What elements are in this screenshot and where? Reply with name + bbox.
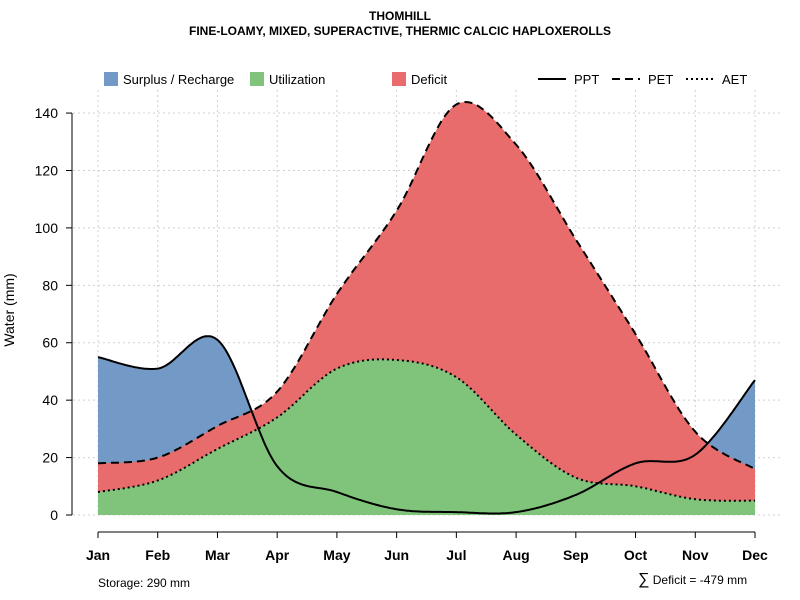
x-tick-label: Jun [384, 547, 409, 563]
x-tick-label: Apr [265, 547, 290, 563]
legend-label: AET [722, 72, 747, 87]
x-tick-label: Oct [624, 547, 648, 563]
legend-label: Surplus / Recharge [123, 72, 234, 87]
x-tick-label: Mar [205, 547, 230, 563]
legend: Surplus / Recharge Utilization Deficit PPT P… [104, 72, 747, 87]
chart-subtitle: FINE-LOAMY, MIXED, SUPERACTIVE, THERMIC … [188, 24, 611, 38]
y-tick-label: 140 [35, 105, 59, 121]
y-tick-label: 80 [42, 277, 58, 293]
legend-label: PET [648, 72, 673, 87]
x-tick-label: Sep [563, 547, 589, 563]
y-tick-label: 60 [42, 335, 58, 351]
x-tick-label: Aug [502, 547, 529, 563]
y-tick-label: 0 [50, 507, 58, 523]
x-tick-label: Dec [742, 547, 768, 563]
x-tick-label: May [323, 547, 350, 563]
series-line-pet [98, 100, 756, 470]
storage-note: Storage: 290 mm [98, 576, 191, 590]
series-line-aet [97, 358, 755, 502]
legend-label: Utilization [269, 72, 325, 87]
series-lines [97, 100, 756, 515]
x-tick-label: Feb [145, 547, 170, 563]
y-tick-label: 120 [35, 162, 59, 178]
x-tick-label: Jan [86, 547, 110, 563]
y-tick-label: 20 [42, 450, 58, 466]
legend-swatch [392, 72, 406, 86]
area-fills [98, 102, 755, 515]
y-tick-label: 40 [42, 392, 58, 408]
utilization-area [98, 359, 755, 515]
series-line-ppt [97, 335, 756, 515]
x-tick-label: Jul [446, 547, 466, 563]
y-axis-label: Water (mm) [1, 273, 17, 346]
legend-label: Deficit [411, 72, 448, 87]
deficit-text: Deficit = -479 mm [652, 573, 748, 587]
deficit-note: ∑ Deficit = -479 mm [638, 571, 747, 589]
legend-swatch [104, 72, 118, 86]
chart-title: THOMHILL [369, 9, 431, 23]
x-tick-label: Nov [682, 547, 709, 563]
deficit-area [98, 102, 755, 515]
sigma-symbol: ∑ [638, 571, 650, 588]
legend-swatch [250, 72, 264, 86]
legend-label: PPT [574, 72, 599, 87]
y-tick-label: 100 [35, 220, 59, 236]
axes: 0 20 40 60 80 100 120 140 Jan Feb Mar Apr May Jun Jul A… [35, 105, 768, 563]
